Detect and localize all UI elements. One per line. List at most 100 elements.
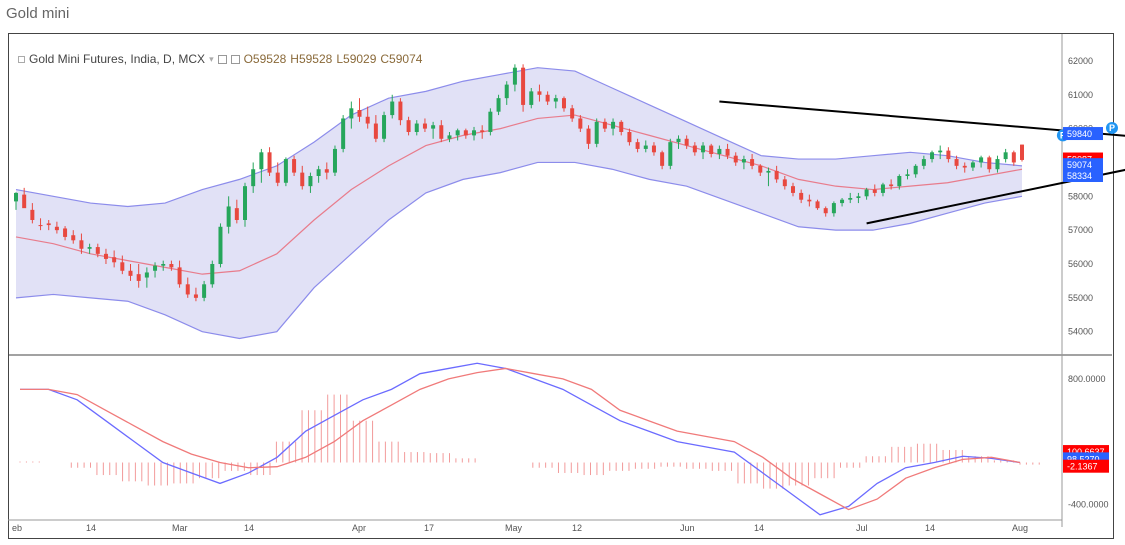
candle — [660, 150, 665, 170]
candle — [970, 160, 975, 171]
candle — [300, 165, 305, 190]
price-badge-bg — [1063, 127, 1103, 141]
time-tick-label: 14 — [925, 523, 935, 533]
oscillator-badge: -2.1367 — [1063, 459, 1109, 473]
price-badge-label: 59074 — [1067, 160, 1092, 170]
candle — [390, 94, 395, 119]
time-tick-label: 12 — [572, 523, 582, 533]
candle-body — [840, 199, 845, 204]
candle-body — [251, 169, 256, 187]
low-value: L59029 — [336, 52, 377, 66]
bollinger-lower-line — [15, 161, 1023, 340]
candle-body — [635, 142, 640, 149]
oscillator-badge-label: 100.6637 — [1067, 447, 1105, 457]
candle — [267, 147, 272, 176]
price-tick-label: 56000 — [1068, 259, 1093, 269]
toggle-icon[interactable] — [217, 54, 227, 64]
candle-body — [848, 198, 853, 200]
candle — [840, 198, 845, 207]
candle — [488, 108, 493, 136]
candle — [496, 94, 501, 116]
price-tick-label: 58000 — [1068, 191, 1093, 201]
candle-body — [880, 184, 885, 193]
candle-body — [398, 101, 403, 121]
candle — [790, 182, 795, 197]
candle-body — [226, 206, 231, 227]
candle — [226, 196, 231, 234]
candle-body — [627, 132, 632, 143]
candle — [398, 98, 403, 126]
collapse-icon[interactable] — [18, 55, 25, 63]
candle-body — [709, 145, 714, 154]
candle-body — [283, 159, 288, 183]
candle-body — [725, 148, 730, 156]
candle — [22, 187, 27, 209]
candle — [643, 140, 648, 153]
candle — [856, 192, 861, 204]
candle — [578, 115, 583, 132]
candle — [447, 132, 452, 143]
candle-body — [701, 145, 706, 153]
candle — [864, 187, 869, 200]
candle-body — [831, 203, 836, 214]
candle — [537, 84, 542, 102]
candle-body — [766, 170, 771, 173]
oscillator-tick-label: -400.0000 — [1068, 499, 1109, 509]
time-tick-label: Mar — [172, 523, 188, 533]
price-badge-bg — [1063, 158, 1103, 172]
pivot-marker-label: P — [1060, 130, 1066, 140]
bollinger-band-fill — [16, 67, 1022, 339]
candle-body — [537, 91, 542, 95]
candle — [87, 243, 92, 254]
candle-body — [14, 192, 18, 202]
candle-body — [480, 130, 485, 132]
bollinger-middle-line — [15, 114, 1023, 275]
candle-body — [488, 111, 493, 132]
candle — [545, 91, 550, 105]
candle — [758, 164, 763, 176]
candle — [774, 165, 779, 183]
candle — [128, 264, 133, 281]
candle-body — [144, 272, 149, 278]
candle-body — [63, 228, 68, 237]
pivot-marker-circle — [1105, 121, 1118, 134]
dropdown-icon[interactable]: ▾ — [209, 53, 214, 64]
candle — [504, 81, 509, 105]
candle — [349, 101, 354, 129]
settings-icon[interactable] — [230, 54, 240, 64]
candle — [668, 138, 673, 170]
candle-body — [79, 240, 84, 249]
candle — [725, 143, 730, 160]
symbol-label: Gold Mini Futures, India, D, MCX — [29, 52, 206, 66]
candle-body — [308, 176, 313, 187]
candle — [234, 199, 239, 224]
candle — [103, 248, 108, 264]
chart-legend: Gold Mini Futures, India, D, MCX ▾ O5952… — [18, 52, 422, 66]
candle-body — [103, 253, 108, 259]
candle-body — [889, 184, 894, 187]
high-value: H59528 — [290, 52, 333, 66]
candle — [275, 162, 280, 187]
candle — [332, 145, 337, 176]
candle — [602, 118, 607, 132]
candle-body — [611, 121, 616, 129]
candle-body — [472, 130, 477, 136]
candle — [733, 152, 738, 166]
candle-body — [332, 148, 337, 173]
candle — [815, 199, 820, 210]
candle — [1011, 150, 1016, 166]
time-tick-label: May — [505, 523, 523, 533]
candle — [120, 255, 125, 275]
candle-body — [300, 172, 305, 187]
candle — [382, 111, 387, 143]
candle-body — [46, 223, 51, 226]
candle — [480, 125, 485, 139]
candle — [161, 260, 166, 271]
candle — [954, 155, 959, 170]
candle-body — [136, 274, 141, 281]
candle-body — [995, 159, 1000, 170]
candle — [651, 142, 656, 156]
price-tick-label: 61000 — [1068, 90, 1093, 100]
candle — [30, 203, 35, 224]
